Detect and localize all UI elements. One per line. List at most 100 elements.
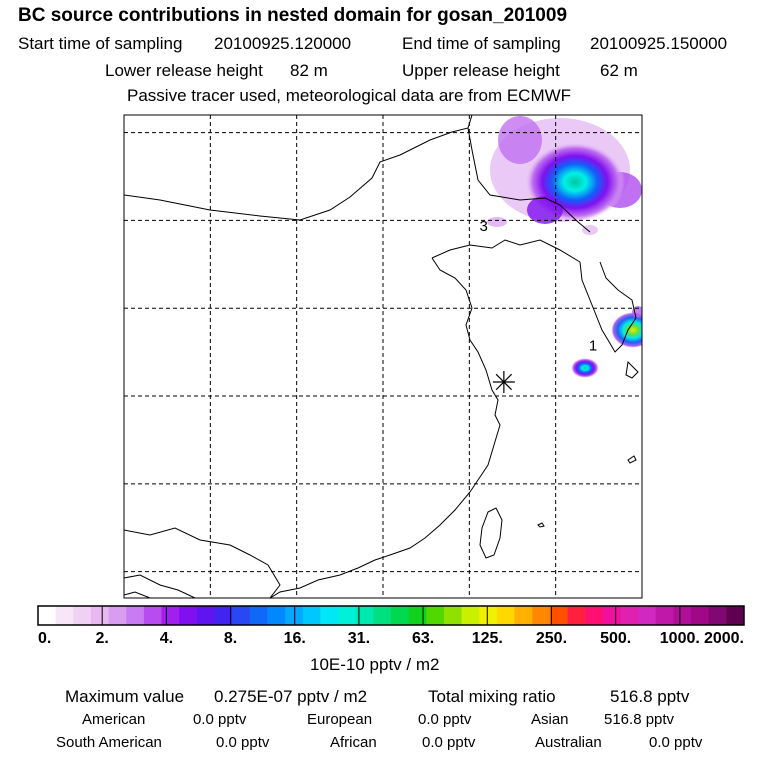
colorbar-cell-18 bbox=[355, 606, 374, 625]
lower-release-value: 82 m bbox=[290, 61, 328, 80]
ryukyu-1 bbox=[627, 455, 637, 464]
start-time-label: Start time of sampling bbox=[18, 34, 183, 53]
colorbar-cell-9 bbox=[196, 606, 215, 625]
colorbar-cell-4 bbox=[108, 606, 127, 625]
taiwan bbox=[479, 507, 503, 559]
northeast-plume-tail bbox=[527, 196, 563, 224]
grid-layer bbox=[124, 115, 642, 598]
colorbar-cell-27 bbox=[514, 606, 533, 625]
colorbar-cell-26 bbox=[496, 606, 516, 625]
asian-label: Asian bbox=[531, 711, 569, 728]
colorbar-cell-13 bbox=[267, 606, 286, 625]
colorbar-unit-label: 10E-10 pptv / m2 bbox=[310, 655, 440, 674]
colorbar-tick-label-11: 2000. bbox=[704, 630, 744, 647]
colorbar-cell-1 bbox=[55, 606, 74, 625]
colorbar-cell-12 bbox=[249, 606, 268, 625]
colorbar-tick-label-7: 125. bbox=[472, 630, 503, 647]
coastline-layer bbox=[124, 115, 639, 598]
colorbar-tick-label-5: 31. bbox=[348, 630, 370, 647]
plume-layer bbox=[487, 116, 642, 378]
colorbar-cell-10 bbox=[214, 606, 233, 625]
jeju-plume-core bbox=[571, 358, 599, 378]
map-frame bbox=[123, 114, 643, 599]
colorbar-cell-35 bbox=[655, 606, 674, 625]
upper-release-value: 62 m bbox=[600, 61, 638, 80]
american-value: 0.0 pptv bbox=[193, 711, 247, 728]
colorbar-tick-label-6: 63. bbox=[412, 630, 434, 647]
colorbar-cell-37 bbox=[691, 606, 710, 625]
northeast-plume-halo bbox=[498, 116, 542, 164]
african-label: African bbox=[330, 734, 377, 751]
total-mixing-label: Total mixing ratio bbox=[428, 687, 556, 706]
colorbar-tick-label-8: 250. bbox=[536, 630, 567, 647]
tracer-note: Passive tracer used, meteorological data… bbox=[127, 86, 572, 105]
liaodong-coast bbox=[431, 239, 581, 263]
colorbar-tick-label-2: 4. bbox=[160, 630, 173, 647]
colorbar-tick-label-0: 0. bbox=[38, 630, 51, 647]
colorbar-cell-25 bbox=[479, 606, 498, 625]
colorbar-tick-label-3: 8. bbox=[224, 630, 237, 647]
european-label: European bbox=[307, 711, 373, 728]
colorbar-tick-label-1: 2. bbox=[96, 630, 109, 647]
colorbar-cell-33 bbox=[620, 606, 639, 625]
hainan-coast bbox=[124, 591, 151, 598]
map-source-label-0: 3 bbox=[480, 218, 488, 235]
japan-kyushu bbox=[625, 360, 639, 379]
colorbar-cell-22 bbox=[426, 606, 445, 625]
australian-value: 0.0 pptv bbox=[649, 734, 703, 751]
end-time-label: End time of sampling bbox=[402, 34, 561, 53]
max-value-label: Maximum value bbox=[65, 687, 185, 706]
lower-release-label: Lower release height bbox=[105, 61, 263, 80]
colorbar-cell-34 bbox=[638, 606, 657, 625]
colorbar-cell-32 bbox=[602, 606, 621, 625]
colorbar-cell-20 bbox=[391, 606, 410, 625]
colorbar-cell-31 bbox=[585, 606, 604, 625]
upper-release-label: Upper release height bbox=[402, 61, 560, 80]
south-american-label: South American bbox=[56, 734, 162, 751]
colorbar-cell-23 bbox=[443, 606, 463, 625]
colorbar-cell-6 bbox=[143, 606, 163, 625]
colorbar-cell-36 bbox=[673, 606, 692, 625]
receptor-marker bbox=[492, 370, 515, 393]
colorbar-cell-38 bbox=[708, 606, 727, 625]
asian-value: 516.8 pptv bbox=[604, 711, 675, 728]
colorbar-cell-3 bbox=[90, 606, 110, 625]
colorbar-tick-label-10: 1000. bbox=[660, 630, 700, 647]
total-mixing-value: 516.8 pptv bbox=[610, 687, 690, 706]
china-interior-border bbox=[124, 527, 281, 598]
colorbar-cell-21 bbox=[408, 606, 427, 625]
colorbar-tick-label-4: 16. bbox=[284, 630, 306, 647]
colorbar-cell-39 bbox=[726, 606, 745, 625]
colorbar-cell-15 bbox=[302, 606, 321, 625]
colorbar-cell-19 bbox=[373, 606, 392, 625]
colorbar-tick-label-9: 500. bbox=[600, 630, 631, 647]
korea-coast bbox=[579, 261, 637, 353]
colorbar-cell-14 bbox=[285, 606, 304, 625]
northeast-plume-fleck2 bbox=[582, 225, 598, 235]
receptor-ray bbox=[495, 373, 513, 391]
american-label: American bbox=[82, 711, 146, 728]
colorbar-cell-7 bbox=[161, 606, 180, 625]
african-value: 0.0 pptv bbox=[422, 734, 476, 751]
bohai-coast bbox=[269, 257, 501, 598]
end-time-value: 20100925.150000 bbox=[590, 34, 728, 53]
colorbar-cell-2 bbox=[73, 606, 92, 625]
colorbar-cell-8 bbox=[179, 606, 198, 625]
south-border bbox=[124, 574, 196, 598]
colorbar-cell-30 bbox=[567, 606, 586, 625]
max-value: 0.275E-07 pptv / m2 bbox=[214, 687, 368, 706]
ryukyu-2 bbox=[537, 522, 545, 528]
northeast-plume-fleck bbox=[487, 217, 507, 227]
colorbar-cell-28 bbox=[532, 606, 551, 625]
colorbar-cell-0 bbox=[38, 606, 57, 625]
colorbar-cell-11 bbox=[232, 606, 251, 625]
colorbar-cell-17 bbox=[338, 606, 357, 625]
colorbar-cell-24 bbox=[461, 606, 480, 625]
chart-title: BC source contributions in nested domain… bbox=[18, 5, 568, 26]
australian-label: Australian bbox=[535, 734, 602, 751]
start-time-value: 20100925.120000 bbox=[214, 34, 352, 53]
colorbar-cell-5 bbox=[126, 606, 145, 625]
european-value: 0.0 pptv bbox=[418, 711, 472, 728]
